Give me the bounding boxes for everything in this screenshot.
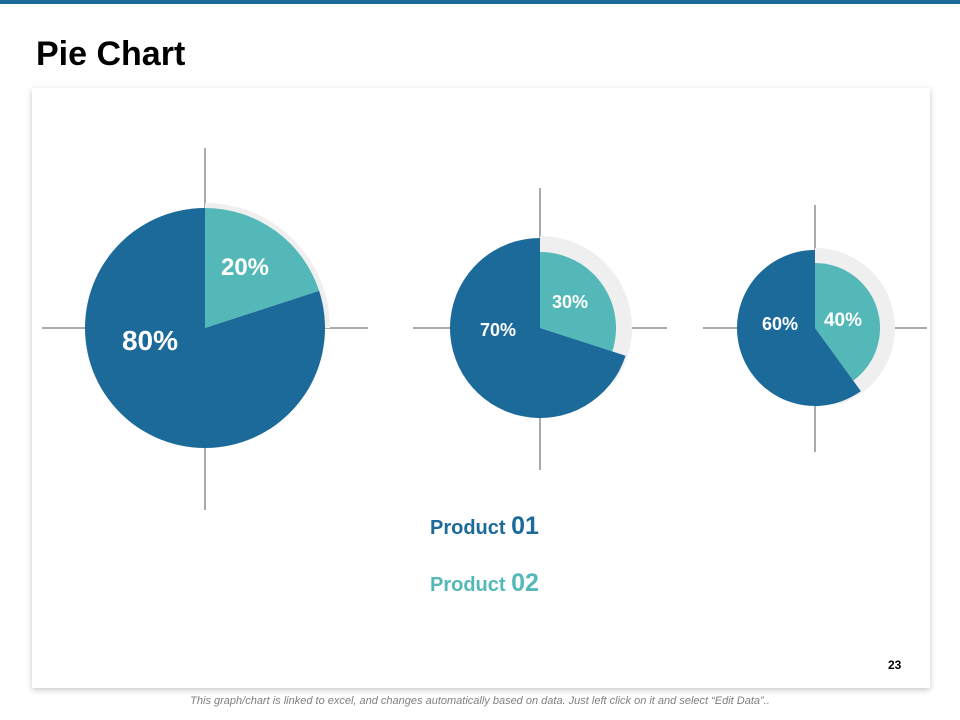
page-title: Pie Chart xyxy=(36,35,186,73)
pie-3-slice-product-02[interactable] xyxy=(815,263,881,381)
legend-product-01-label: Product xyxy=(430,517,506,539)
pie-1-label-product-01: 80% xyxy=(122,325,178,356)
footer-note: This graph/chart is linked to excel, and… xyxy=(190,695,770,707)
pie-3-slice-product-01[interactable] xyxy=(736,249,861,406)
top-accent-bar xyxy=(0,0,960,4)
pie-chart-2[interactable]: 70% 30% xyxy=(413,188,667,470)
page-number: 23 xyxy=(888,658,902,672)
pie-1-slice-product-01[interactable] xyxy=(85,208,326,449)
legend-product-02-number: 02 xyxy=(511,569,539,597)
legend-product-02: Product 02 xyxy=(430,570,539,598)
pie-1-slice-product-02[interactable] xyxy=(205,208,320,328)
legend-product-01: Product 01 xyxy=(430,513,539,541)
pie-chart-3[interactable]: 60% 40% xyxy=(703,205,927,452)
pie-2-label-product-02: 30% xyxy=(552,292,588,312)
pie-chart-1[interactable]: 80% 20% xyxy=(42,148,368,510)
pie-2-label-product-01: 70% xyxy=(480,320,516,340)
pie-2-slice-product-01[interactable] xyxy=(450,238,626,418)
legend-product-01-number: 01 xyxy=(511,512,539,540)
pie-2-slice-product-02[interactable] xyxy=(540,252,617,352)
pie-3-label-product-02: 40% xyxy=(824,310,862,331)
pie-1-label-product-02: 20% xyxy=(221,254,269,281)
pie-3-label-product-01: 60% xyxy=(762,314,798,334)
legend-product-02-label: Product xyxy=(430,574,506,596)
